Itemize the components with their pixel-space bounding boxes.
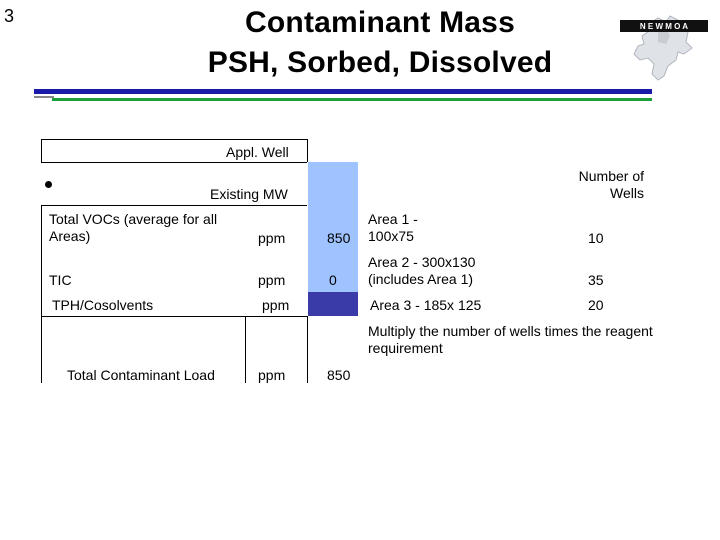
bullet-icon — [45, 181, 52, 188]
newmoa-logo-icon: N E W M O A — [620, 15, 708, 81]
row-label-tph-cosolvents: TPH/Cosolvents — [52, 297, 154, 313]
total-contaminant-load-label: Total Contaminant Load — [67, 367, 215, 383]
grid-line — [41, 162, 307, 163]
title-rule-gray — [34, 96, 54, 98]
header-number-of-wells: Number of Wells — [578, 168, 644, 201]
title-rule-green — [52, 98, 652, 101]
row-area-3: Area 3 - 185x 125 — [370, 297, 482, 313]
value-column-fill — [308, 162, 358, 292]
grid-line — [41, 205, 42, 383]
grid-line — [245, 316, 246, 383]
slide-title-line-2: PSH, Sorbed, Dissolved — [207, 46, 553, 79]
row-wells-area-2: 35 — [588, 272, 604, 288]
header-existing-mw: Existing MW — [210, 186, 288, 202]
slide-title-line-1: Contaminant Mass — [245, 6, 515, 39]
grid-line — [41, 205, 307, 206]
row-label-total-vocs: Total VOCs (average for all Areas) — [49, 211, 218, 244]
row-area-2: Area 2 - 300x130 (includes Area 1) — [368, 254, 476, 287]
title-rule-blue — [34, 89, 652, 94]
logo-text: N E W M O A — [640, 22, 688, 31]
row-area-1: Area 1 - 100x75 — [368, 211, 418, 244]
grid-line — [41, 139, 307, 140]
multiply-note: Multiply the number of wells times the r… — [368, 323, 653, 356]
total-contaminant-load-value: 850 — [327, 367, 351, 383]
slide-number: 3 — [4, 6, 15, 26]
row-wells-area-1: 10 — [588, 230, 604, 246]
value-column-dark-fill — [308, 292, 358, 316]
row-wells-area-3: 20 — [588, 297, 604, 313]
total-contaminant-load-unit: ppm — [258, 367, 286, 383]
row-value-tic: 0 — [329, 272, 337, 288]
grid-line — [41, 139, 42, 162]
row-unit-tph-cosolvents: ppm — [262, 297, 290, 313]
grid-line — [307, 316, 308, 383]
grid-line — [307, 139, 308, 162]
row-unit-tic: ppm — [258, 272, 286, 288]
row-value-total-vocs: 850 — [327, 230, 351, 246]
header-appl-well: Appl. Well — [226, 144, 289, 160]
row-unit-total-vocs: ppm — [258, 230, 286, 246]
row-label-tic: TIC — [49, 272, 72, 288]
grid-line — [41, 316, 307, 317]
